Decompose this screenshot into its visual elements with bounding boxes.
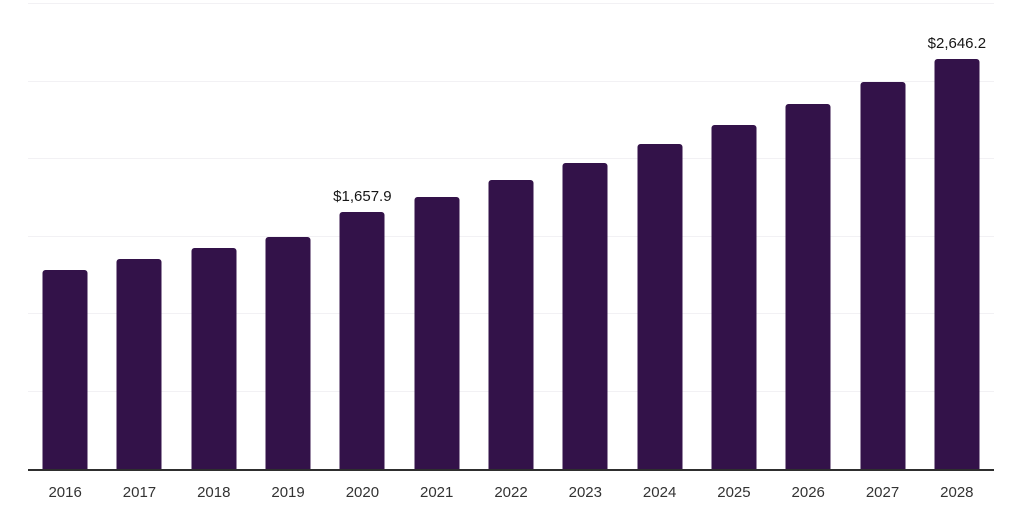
bar-2016 [42,270,88,469]
bar-2020 [339,212,385,469]
plot-area: $1,657.9 $2,646.2 [28,3,994,471]
x-tick-2020: 2020 [345,484,380,501]
bar-2021 [414,196,460,469]
bar-2024 [637,144,683,469]
bar-2022 [488,180,534,469]
bar-2025 [711,124,757,469]
x-tick-2017: 2017 [122,484,157,501]
x-tick-2016: 2016 [48,484,82,501]
bar-2026 [785,104,831,469]
x-axis-ticks: 2016 2017 2018 2019 2020 2021 2022 2023 2024 2025… [28,484,994,504]
x-tick-2026: 2026 [791,484,825,501]
bar-2017 [116,259,162,469]
bar-2023 [562,162,608,469]
value-label-2020: $1,657.9 [333,188,392,206]
x-tick-2018: 2018 [197,484,231,501]
gridline-2000 [28,158,994,160]
x-tick-2023: 2023 [568,484,602,501]
x-tick-2025: 2025 [717,484,751,501]
bar-2019 [265,236,311,469]
x-tick-2027: 2027 [865,484,900,501]
gridline-2500 [28,80,994,82]
x-tick-2019: 2019 [271,484,305,501]
value-label-2028: $2,646.2 [927,34,987,52]
x-tick-2022: 2022 [494,484,528,501]
x-tick-2021: 2021 [420,484,454,501]
x-tick-2028: 2028 [940,484,974,501]
bar-2027 [860,82,906,469]
x-tick-2024: 2024 [642,484,677,501]
bar-2018 [191,247,237,469]
bar-2028 [934,58,980,469]
gridline-3000 [28,3,994,4]
